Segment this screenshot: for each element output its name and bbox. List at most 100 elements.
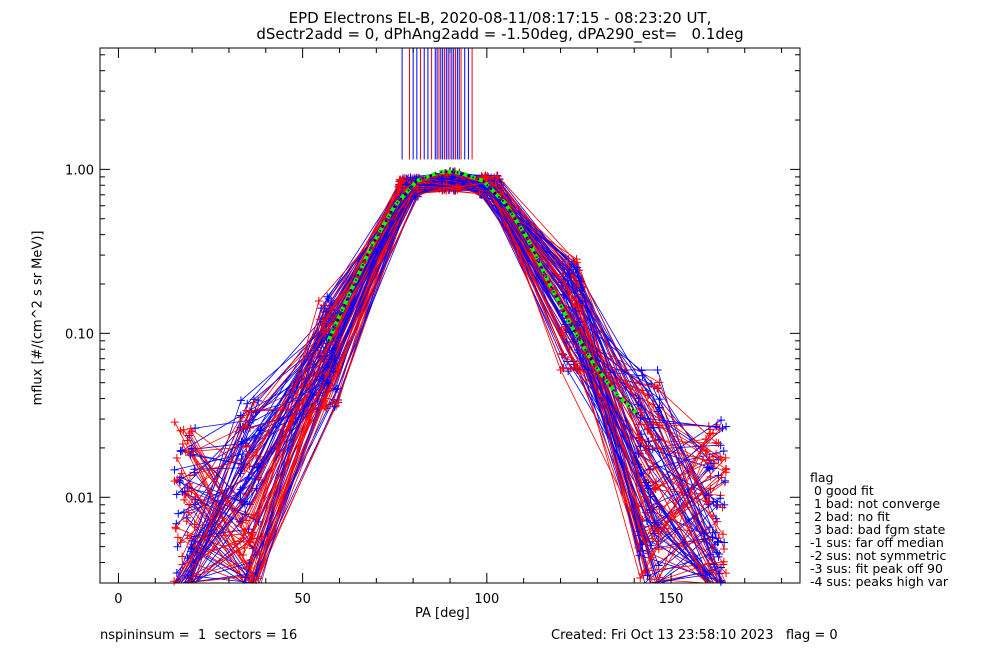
legend-item: 0 good fit [810,483,874,498]
data-point [653,366,662,375]
data-point [239,459,248,468]
data-point [175,477,184,486]
fit-line-green [326,169,640,416]
data-point [330,353,339,362]
data-point [173,542,182,551]
y-tick-label: 0.10 [65,327,94,342]
data-point [486,178,495,187]
data-point [717,473,726,482]
footer-right: Created: Fri Oct 13 23:58:10 2023 flag =… [551,628,838,643]
data-point [714,537,723,546]
data-point [448,172,457,181]
data-point [636,413,645,422]
data-point [722,422,731,431]
data-point [650,518,659,527]
data-point [493,172,502,181]
legend-item: 3 bad: bad fgm state [810,522,946,537]
data-point [719,530,728,539]
data-point [649,418,658,427]
data-point [172,569,181,578]
data-point [176,447,185,456]
data-point [702,570,711,579]
data-series [187,176,723,552]
legend-item: -3 sus: fit peak off 90 [810,561,943,576]
data-point [721,453,730,462]
data-point [173,533,182,542]
data-point [186,451,195,460]
data-point [573,321,582,330]
x-tick-label: 100 [474,592,499,607]
data-point [650,382,659,391]
data-point [700,529,709,538]
data-point [644,437,653,446]
data-point [244,525,253,534]
data-point [655,573,664,582]
data-point [480,185,489,194]
data-point [256,426,265,435]
data-point [637,430,646,439]
footer-left: nspininsum = 1 sectors = 16 [100,628,298,643]
data-point [323,312,332,321]
series-line [191,173,715,544]
y-tick-label: 0.01 [65,491,94,506]
data-point [572,255,581,264]
data-point [720,538,729,547]
data-point [655,378,664,387]
peak-vertical-lines [401,48,473,160]
data-point [397,177,406,186]
data-point [556,366,565,375]
data-point [178,552,187,561]
data-point [333,384,342,393]
data-point [254,463,263,472]
series-layer [170,167,731,586]
series-line [185,182,707,584]
x-tick-label: 50 [294,592,311,607]
data-point [701,446,710,455]
data-point [182,517,191,526]
series-line [194,180,708,525]
data-point [174,509,183,518]
data-point [191,424,200,433]
x-axis-label: PA [deg] [415,606,470,621]
data-point [719,557,728,566]
data-point [251,451,260,460]
data-point [649,400,658,409]
data-point [324,294,333,303]
series-line [187,180,724,584]
legend-item: 2 bad: no fit [810,509,890,524]
data-point [334,398,343,407]
legend-item: -1 sus: far off median [810,535,944,550]
data-point [447,174,456,183]
data-point [184,508,193,517]
data-point [642,478,651,487]
data-point [414,190,423,199]
data-point [172,454,181,463]
x-tick-label: 0 [114,592,122,607]
data-point [705,497,714,506]
data-point [708,464,717,473]
data-point [635,434,644,443]
data-point [558,349,567,358]
data-point [238,424,247,433]
axes: 0 50 100 150 0.01 0.10 1.00 [65,48,800,607]
y-axis-label: mflux [#/(cm^2 s sr MeV)] [30,230,46,406]
data-point [320,328,329,337]
data-point [722,569,731,578]
data-point [710,563,719,572]
series-line [177,178,726,584]
legend-item: 1 bad: not converge [810,496,941,511]
data-point [314,349,323,358]
data-point [178,446,187,455]
data-point [245,461,254,470]
data-point [247,529,256,538]
data-point [438,182,447,191]
series-line [184,182,713,584]
data-point [637,366,646,375]
data-point [178,487,187,496]
data-point [396,176,405,185]
data-point [569,337,578,346]
data-point [178,560,187,569]
data-point [410,192,419,201]
data-point [716,494,725,503]
